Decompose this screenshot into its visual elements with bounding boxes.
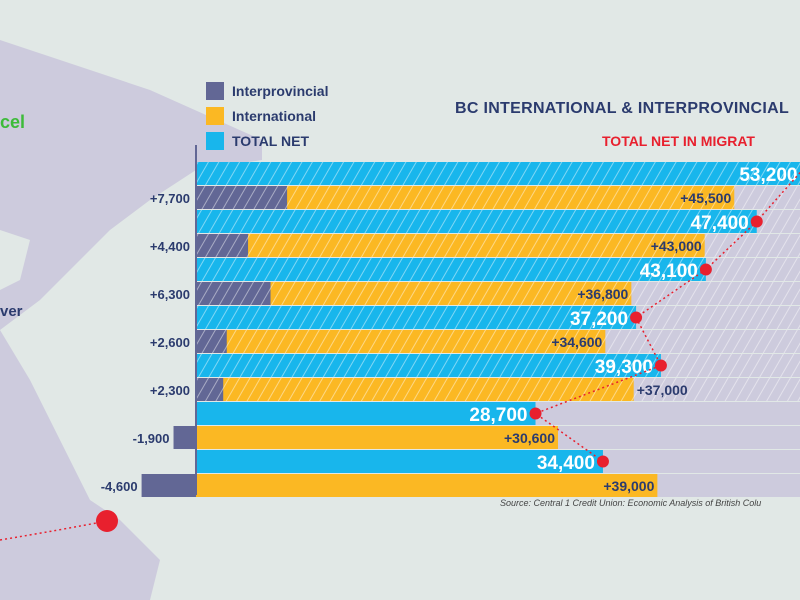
legend-swatch	[206, 106, 224, 125]
map-label-mid: ver	[0, 303, 23, 320]
international-bar	[196, 474, 658, 497]
map-location-dot	[96, 510, 118, 532]
total-net-bar	[196, 450, 603, 473]
international-bar	[196, 426, 558, 449]
map-label-top: cel	[0, 112, 26, 132]
interprovincial-label: +2,300	[150, 383, 190, 398]
map-coast	[0, 230, 30, 290]
legend: Interprovincial International TOTAL NET	[206, 78, 328, 153]
international-label: +39,000	[603, 478, 654, 494]
data-point-dot	[654, 359, 667, 372]
international-label: +30,600	[504, 430, 555, 446]
legend-item-interprovincial: Interprovincial	[206, 78, 328, 103]
international-label: +36,800	[577, 286, 628, 302]
bar-hatch	[196, 306, 637, 329]
bar-hatch	[196, 162, 800, 185]
bar-hatch	[196, 282, 632, 305]
total-net-label: 47,400	[691, 213, 749, 234]
legend-swatch	[206, 131, 224, 150]
total-net-bar	[196, 402, 536, 425]
international-label: +43,000	[651, 238, 702, 254]
legend-label: TOTAL NET	[232, 132, 309, 149]
international-label: +34,600	[551, 334, 602, 350]
interprovincial-label: -4,600	[101, 479, 138, 494]
bar-hatch	[196, 234, 705, 257]
chart-subtitle: TOTAL NET IN MIGRAT	[602, 133, 755, 149]
bc-map-shape	[0, 40, 262, 600]
map-route-line	[0, 520, 108, 541]
interprovincial-label: +2,600	[150, 335, 190, 350]
interprovincial-label: +4,400	[150, 239, 190, 254]
interprovincial-label: +6,300	[150, 287, 190, 302]
source-note: Source: Central 1 Credit Union: Economic…	[500, 498, 762, 508]
international-label: +45,500	[680, 190, 731, 206]
legend-label: Interprovincial	[232, 82, 329, 99]
interprovincial-bar	[141, 474, 196, 497]
data-point-dot	[630, 311, 643, 324]
bar-hatch	[196, 378, 634, 401]
legend-label: International	[232, 107, 317, 124]
international-label: +37,000	[637, 382, 688, 398]
bar-hatch	[196, 354, 661, 377]
interprovincial-label: +7,700	[150, 191, 190, 206]
legend-item-international: International	[206, 103, 328, 128]
bar-hatch	[196, 330, 606, 353]
bar-hatch	[196, 210, 757, 233]
data-point-dot	[699, 263, 712, 276]
interprovincial-label: -1,900	[133, 431, 170, 446]
bar-hatch	[196, 186, 735, 209]
data-point-dot	[750, 215, 763, 228]
total-net-label: 53,200	[739, 165, 797, 186]
total-net-label: 39,300	[595, 357, 653, 378]
chart-title: BC INTERNATIONAL & INTERPROVINCIAL	[455, 100, 790, 117]
legend-item-total: TOTAL NET	[206, 128, 328, 153]
bar-hatch	[196, 258, 706, 281]
total-net-label: 28,700	[469, 405, 527, 426]
total-net-label: 37,200	[570, 309, 628, 330]
total-net-label: 43,100	[640, 261, 698, 282]
data-point-dot	[596, 455, 609, 468]
data-point-dot	[529, 407, 542, 420]
legend-swatch	[206, 81, 224, 100]
interprovincial-bar	[173, 426, 196, 449]
total-net-label: 34,400	[537, 453, 595, 474]
